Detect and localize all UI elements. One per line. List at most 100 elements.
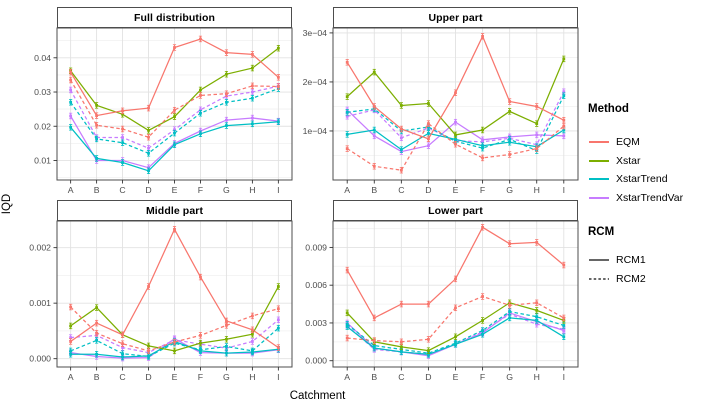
svg-text:F: F [198,185,203,195]
svg-text:I: I [563,185,565,195]
legend-item-rcm2: RCM2 [588,270,706,289]
y-axis-title: IQD [1,193,13,215]
svg-text:G: G [223,185,230,195]
svg-text:E: E [453,185,459,195]
legend-key-line-icon [589,178,609,181]
legend-key-dashed-line-icon [589,278,609,280]
legend-label-rcm1: RCM1 [616,254,646,267]
svg-text:H: H [534,185,540,195]
facet-title: Upper part [428,11,483,24]
facet-strip-full-distribution: Full distribution [57,7,292,28]
legend-rcm-title: RCM [588,226,615,238]
svg-text:0.003: 0.003 [305,318,327,328]
series-eqm-rcm1 [69,35,280,119]
svg-text:C: C [398,185,404,195]
legend-method-items: EQM Xstar XstarTrend XstarTrendVar [588,133,706,207]
legend-key-solid-line-icon [589,259,609,261]
svg-text:I: I [277,372,279,382]
svg-text:A: A [344,372,350,382]
series-xstartrend-rcm1 [69,118,280,174]
series-eqm-rcm2 [345,120,566,174]
legend-rcm-items: RCM1 RCM2 [588,251,706,288]
legend-label-xstartrend: XstarTrend [616,173,668,186]
svg-text:H: H [534,372,540,382]
svg-text:2e−04: 2e−04 [303,77,328,87]
svg-text:F: F [480,185,485,195]
svg-text:0.000: 0.000 [305,356,327,366]
svg-text:G: G [506,372,513,382]
legend-item-rcm1: RCM1 [588,251,706,270]
legend-item-xstartrend: XstarTrend [588,170,706,189]
svg-text:0.01: 0.01 [34,155,51,165]
svg-text:E: E [172,185,178,195]
series-eqm-rcm2 [345,293,566,346]
svg-text:1e−04: 1e−04 [303,126,328,136]
facet-panel-upper-part: 1e−04 2e−04 3e−04 A B C D E F G H I [303,27,579,195]
series-eqm-rcm1 [345,33,566,143]
svg-text:B: B [371,185,377,195]
legend-label-rcm2: RCM2 [616,272,646,285]
legend-item-xstar: Xstar [588,152,706,171]
svg-text:G: G [223,372,230,382]
series-xstartrend-rcm1 [345,314,566,358]
svg-text:I: I [277,185,279,195]
legend-label-xstartrendvar: XstarTrendVar [616,192,684,205]
svg-text:C: C [398,372,404,382]
svg-text:G: G [506,185,513,195]
svg-text:0.04: 0.04 [34,53,51,63]
svg-text:H: H [249,185,255,195]
svg-text:B: B [94,185,100,195]
svg-text:A: A [68,372,74,382]
svg-text:0.001: 0.001 [29,298,51,308]
legend-key-line-icon [589,141,609,144]
svg-text:0.000: 0.000 [29,354,51,364]
svg-text:A: A [344,185,350,195]
facet-panel-middle-part: 0.000 0.001 0.002 A B C D E F G H I [29,220,293,382]
x-axis-title: Catchment [289,390,346,402]
series-eqm-rcm2 [69,76,280,141]
facet-title: Lower part [428,204,483,217]
facet-strip-lower-part: Lower part [333,200,578,221]
svg-text:0.002: 0.002 [29,243,51,253]
svg-text:0.02: 0.02 [34,121,51,131]
svg-text:F: F [480,372,485,382]
legend-label-eqm: EQM [616,136,640,149]
svg-text:D: D [145,372,151,382]
facet-panel-lower-part: 0.000 0.003 0.006 0.009 A B C D E F G H I [305,220,579,382]
legend-label-xstar: Xstar [616,154,641,167]
svg-text:F: F [198,372,203,382]
legend-item-eqm: EQM [588,133,706,152]
facet-strip-upper-part: Upper part [333,7,578,28]
legend-item-xstartrendvar: XstarTrendVar [588,189,706,208]
facet-panel-full-distribution: 0.01 0.02 0.03 0.04 A B C D E F G H I [34,27,293,195]
facet-title: Full distribution [133,11,216,24]
svg-text:H: H [249,372,255,382]
series-eqm-rcm1 [69,226,280,351]
legend-method-title: Method [588,103,629,115]
legend: Method EQM Xstar XstarTrend XstarT [588,0,706,412]
series-xstar-rcm1 [345,55,566,139]
svg-text:D: D [425,372,431,382]
svg-text:I: I [563,372,565,382]
svg-text:A: A [68,185,74,195]
svg-text:C: C [119,372,125,382]
legend-key-line-icon [589,197,609,200]
svg-text:D: D [425,185,431,195]
svg-text:0.006: 0.006 [305,280,327,290]
svg-text:E: E [453,372,459,382]
legend-key-line-icon [589,159,609,162]
svg-text:E: E [172,372,178,382]
svg-text:B: B [371,372,377,382]
svg-text:0.03: 0.03 [34,87,51,97]
svg-text:C: C [119,185,125,195]
svg-text:B: B [94,372,100,382]
svg-text:3e−04: 3e−04 [303,28,328,38]
svg-text:0.009: 0.009 [305,242,327,252]
series-eqm-rcm1 [345,224,566,322]
series-eqm-rcm2 [69,303,280,355]
facet-title: Middle part [145,204,204,217]
svg-text:D: D [145,185,151,195]
facet-strip-middle-part: Middle part [57,200,292,221]
